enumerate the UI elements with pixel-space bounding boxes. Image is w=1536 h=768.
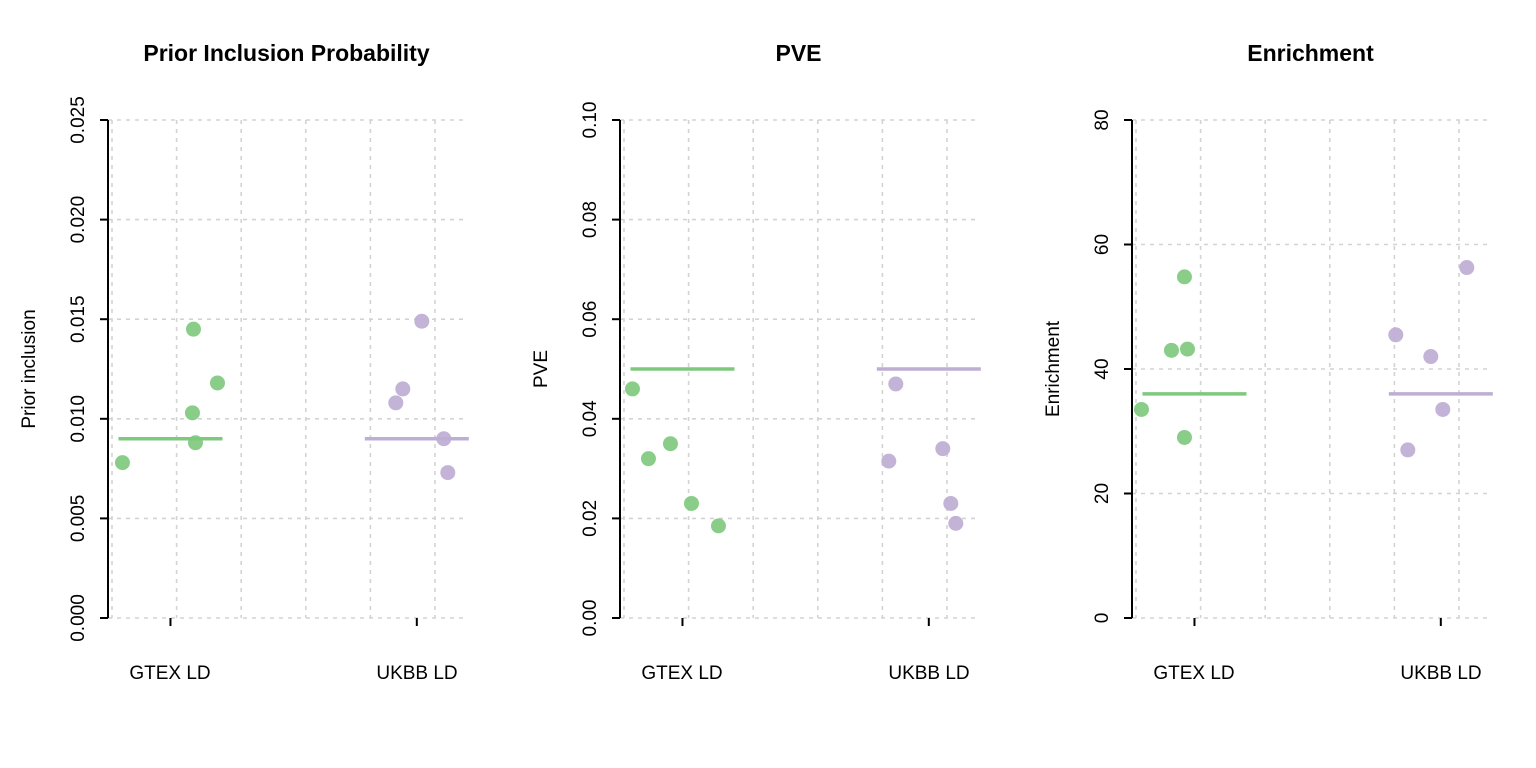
data-point: [1176, 269, 1192, 285]
data-point: [1388, 327, 1404, 343]
data-point: [1163, 342, 1179, 358]
chart-title: Enrichment: [1247, 40, 1374, 66]
y-tick-label: 0.025: [68, 96, 89, 144]
data-point: [395, 381, 411, 397]
data-point: [414, 313, 430, 329]
data-point: [935, 441, 951, 457]
y-axis-label: PVE: [531, 349, 552, 389]
y-tick-label: 0.04: [580, 400, 601, 437]
y-tick-label: 0.10: [580, 102, 601, 139]
y-axis-label: Prior inclusion: [19, 309, 40, 429]
data-point: [662, 436, 678, 452]
data-point: [943, 495, 959, 511]
x-category-label-ukbb-ld: UKBB LD: [376, 663, 458, 684]
data-point: [948, 515, 964, 531]
chart-panel-prior-inclusion-probability: 0.000 0.005 0.010 0.015 0.020 0.025 Prior Inc…: [0, 0, 512, 768]
y-tick-label: 0.00: [580, 600, 601, 637]
y-tick-label: 0.020: [68, 196, 89, 244]
y-tick-label: 40: [1092, 358, 1113, 379]
data-point: [710, 518, 726, 534]
y-tick-label: 20: [1092, 483, 1113, 504]
data-point: [114, 455, 130, 471]
data-point: [1459, 260, 1475, 276]
y-tick-label: 0.005: [68, 495, 89, 543]
y-tick-label: 0.06: [580, 301, 601, 338]
x-category-label-gtex-ld: GTEX LD: [1153, 663, 1235, 684]
y-tick-label: 0.000: [68, 594, 89, 642]
data-point: [888, 376, 904, 392]
x-category-label-ukbb-ld: UKBB LD: [1400, 663, 1482, 684]
y-tick-label: 80: [1092, 109, 1113, 130]
chart-title: PVE: [775, 40, 822, 66]
chart-panel-pve: 0.00 0.02 0.04 0.06 0.08 0.10 PVE PVE GTEX LD…: [512, 0, 1024, 768]
chart-svg-0: 0.000 0.005 0.010 0.015 0.020 0.025: [68, 96, 469, 642]
data-point: [640, 451, 656, 467]
y-tick-label: 0.08: [580, 201, 601, 238]
y-tick-label: 0.010: [68, 395, 89, 443]
y-tick-label: 0: [1092, 613, 1113, 624]
y-tick-label: 60: [1092, 234, 1113, 255]
chart-title: Prior Inclusion Probability: [143, 40, 430, 66]
data-point: [185, 321, 201, 337]
data-point: [1133, 401, 1149, 417]
data-point: [624, 381, 640, 397]
data-point: [436, 431, 452, 447]
data-point: [440, 465, 456, 481]
data-point: [1179, 341, 1195, 357]
data-point: [1435, 401, 1451, 417]
data-point: [187, 435, 203, 451]
chart-panel-enrichment: 0 20 40 60 80 Enrichment Enrichment GTEX LD …: [1024, 0, 1536, 768]
data-point: [1423, 349, 1439, 365]
data-point: [881, 453, 897, 469]
data-point: [184, 405, 200, 421]
y-axis-label: Enrichment: [1043, 320, 1064, 418]
y-tick-label: 0.015: [68, 295, 89, 343]
data-point: [388, 395, 404, 411]
chart-svg-1: 0.00 0.02 0.04 0.06 0.08 0.10: [580, 102, 981, 637]
data-point: [683, 495, 699, 511]
data-point: [1176, 429, 1192, 445]
data-point: [1400, 442, 1416, 458]
x-category-label-gtex-ld: GTEX LD: [641, 663, 723, 684]
y-tick-label: 0.02: [580, 500, 601, 537]
x-category-label-gtex-ld: GTEX LD: [129, 663, 211, 684]
chart-svg-2: 0 20 40 60 80: [1092, 109, 1493, 626]
data-point: [209, 375, 225, 391]
x-category-label-ukbb-ld: UKBB LD: [888, 663, 970, 684]
